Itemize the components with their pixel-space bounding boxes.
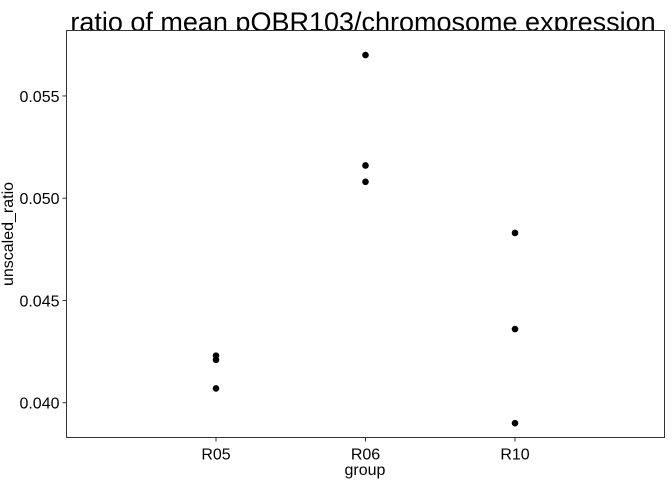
data-point xyxy=(511,325,519,333)
x-tick-label: R06 xyxy=(351,447,380,464)
data-point xyxy=(362,162,369,169)
data-point xyxy=(511,419,519,427)
data-point xyxy=(362,178,369,186)
x-tick-label: R05 xyxy=(201,447,230,464)
data-point xyxy=(362,51,369,59)
data-point xyxy=(212,356,220,364)
y-axis: 0.040 0.045 0.050 0.055 xyxy=(19,89,67,413)
y-tick-label: 0.050 xyxy=(19,191,59,208)
y-axis-title: unscaled_ratio xyxy=(0,182,17,286)
y-tick-label: 0.055 xyxy=(19,89,59,106)
x-axis: R05 R06 R10 xyxy=(201,437,530,464)
data-points xyxy=(212,51,519,427)
x-axis-title: group xyxy=(345,462,386,479)
y-tick-label: 0.040 xyxy=(19,396,59,413)
data-point xyxy=(511,229,519,237)
x-tick-label: R10 xyxy=(500,447,529,464)
y-tick-label: 0.045 xyxy=(19,293,59,310)
plot-panel xyxy=(66,30,665,438)
data-point xyxy=(212,385,220,392)
